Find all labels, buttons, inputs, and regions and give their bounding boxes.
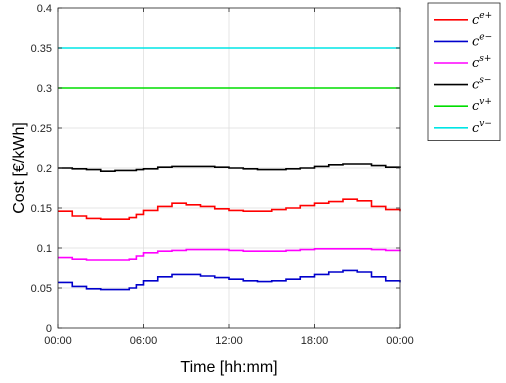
legend-label-superscript: v+ [479,97,492,107]
axis-ticks: 0 0.05 0.1 0.15 0.2 0.25 0.3 0.35 0.4 00:00 06:00 1… [31,3,414,347]
series-lines [58,47,401,291]
legend-label-base: c [472,56,480,71]
legend-label-base: c [472,121,480,136]
legend-label-eminus: ce− [472,32,492,49]
legend-label-base: c [472,78,480,93]
legend-label-superscript: v− [479,119,492,129]
legend-label-base: c [472,13,480,28]
legend-label-base: c [472,34,480,49]
x-tick-label: 06:00 [130,335,158,347]
legend-box [427,2,501,142]
y-tick-label: 0.1 [37,243,52,255]
y-tick-label: 0.15 [31,203,52,215]
y-tick-label: 0.4 [37,3,52,15]
legend-label-base: c [472,99,480,114]
legend-label-vminus: cv− [472,119,492,136]
legend-label-superscript: s− [479,76,491,86]
y-tick-label: 0.2 [37,163,52,175]
x-tick-label: 12:00 [215,335,243,347]
series-line-eplus [58,198,401,220]
legend-label-sminus: cs− [472,76,491,93]
x-tick-label: 00:00 [386,335,414,347]
legend: ce+ce−cs+cs−cv+cv− [427,2,501,142]
legend-label-superscript: e+ [479,11,492,21]
legend-label-eplus: ce+ [472,11,492,28]
y-axis-label: Cost [€/kWh] [11,122,28,214]
series-line-sminus [58,163,401,172]
y-tick-label: 0 [46,323,52,335]
legend-label-vplus: cv+ [472,97,492,114]
x-axis-label: Time [hh:mm] [180,359,277,376]
x-tick-label: 18:00 [301,335,329,347]
series-line-splus [58,248,401,261]
x-tick-label: 00:00 [44,335,72,347]
series-line-eminus [58,269,401,291]
y-tick-label: 0.3 [37,83,52,95]
y-tick-label: 0.35 [31,43,52,55]
legend-label-superscript: e− [479,32,492,42]
y-tick-label: 0.05 [31,283,52,295]
legend-label-superscript: s+ [479,54,491,64]
y-tick-label: 0.25 [31,123,52,135]
legend-label-splus: cs+ [472,54,491,71]
